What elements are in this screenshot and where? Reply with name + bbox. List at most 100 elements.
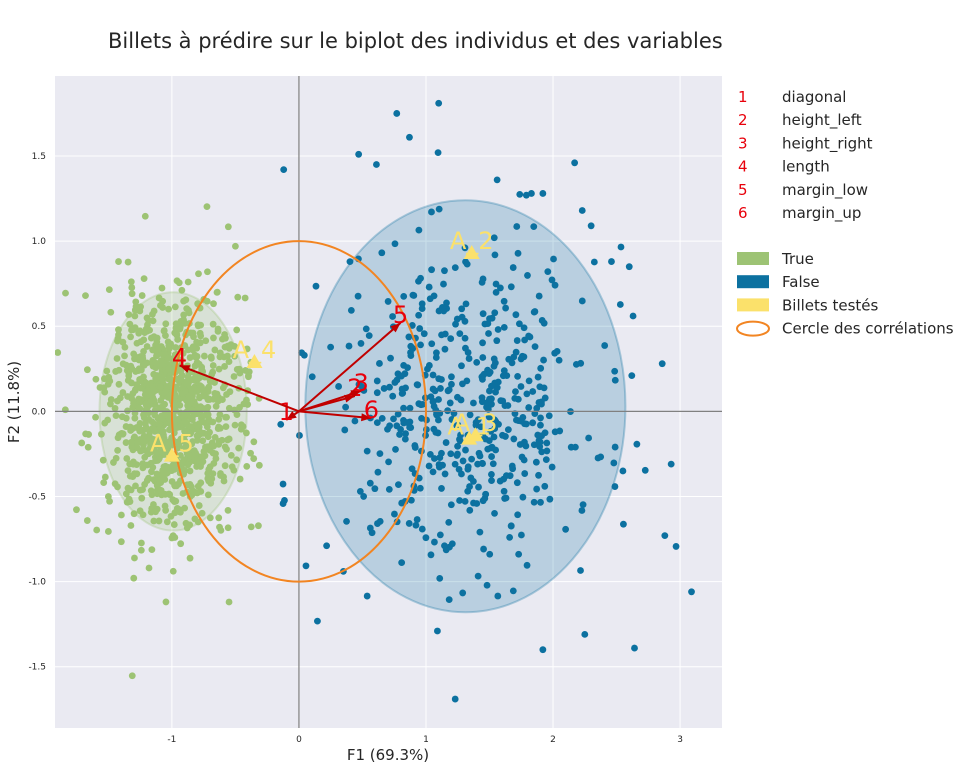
point-true: [115, 326, 122, 334]
point-false: [542, 456, 550, 464]
point-false: [405, 333, 413, 341]
point-false: [445, 596, 453, 604]
point-true: [235, 365, 243, 373]
point-false: [443, 299, 450, 307]
point-false: [298, 349, 306, 357]
point-true: [255, 522, 262, 530]
point-false: [502, 433, 509, 440]
point-false: [488, 453, 495, 460]
point-true: [198, 363, 206, 371]
point-true: [153, 334, 161, 342]
point-false: [491, 510, 498, 517]
point-true: [152, 359, 160, 367]
point-false: [341, 426, 349, 434]
point-false: [409, 291, 417, 299]
point-true: [197, 430, 205, 437]
y-tick-label: 1.0: [32, 237, 47, 247]
point-false: [529, 419, 537, 427]
point-false: [459, 457, 467, 465]
point-false: [441, 470, 449, 478]
point-false: [535, 292, 543, 300]
point-false: [402, 430, 409, 437]
point-true: [136, 486, 144, 494]
point-true: [239, 423, 247, 430]
point-true: [152, 375, 160, 383]
point-false: [538, 448, 546, 456]
point-false: [478, 278, 486, 286]
arrow-height_right: [298, 389, 362, 413]
point-true: [150, 501, 157, 508]
point-false: [451, 264, 459, 272]
point-false: [363, 447, 371, 455]
legend-circle-swatch: [736, 320, 770, 337]
point-false: [534, 373, 542, 381]
point-true: [180, 311, 188, 319]
point-true: [144, 450, 151, 457]
point-false: [517, 417, 525, 425]
legend-variable-name: height_left: [782, 111, 862, 130]
point-false: [312, 282, 320, 290]
point-true: [162, 387, 170, 395]
point-true: [216, 353, 224, 361]
point-false: [418, 305, 426, 312]
point-true: [233, 326, 241, 334]
point-true: [127, 333, 135, 341]
point-false: [405, 520, 413, 527]
point-true: [215, 441, 223, 448]
point-false: [473, 358, 481, 366]
legend-variable-name: margin_low: [782, 181, 868, 200]
point-true: [148, 418, 156, 426]
arrow-margin_low: [298, 322, 402, 413]
point-false: [457, 396, 465, 404]
point-false: [535, 471, 542, 479]
point-false: [539, 190, 547, 197]
point-false: [391, 379, 399, 386]
point-true: [157, 443, 165, 451]
point-false: [512, 311, 520, 319]
point-true: [209, 368, 217, 376]
point-false: [456, 435, 463, 443]
point-false: [474, 460, 482, 468]
point-false: [363, 592, 371, 600]
point-false: [414, 381, 422, 389]
point-false: [488, 477, 495, 485]
point-false: [435, 205, 443, 213]
point-false: [279, 500, 287, 507]
point-false: [442, 439, 450, 446]
point-true: [162, 506, 170, 514]
point-false: [440, 280, 447, 288]
point-true: [191, 488, 199, 496]
point-false: [458, 470, 465, 478]
point-false: [502, 304, 510, 312]
point-false: [514, 372, 522, 380]
point-false: [633, 440, 641, 448]
point-false: [384, 298, 392, 305]
point-false: [357, 340, 365, 347]
point-true: [139, 511, 147, 519]
point-false: [368, 529, 376, 537]
point-false: [437, 385, 444, 392]
legend-variable-number: 2: [738, 111, 748, 129]
point-true: [220, 477, 228, 485]
point-true: [101, 419, 109, 427]
legend-variable-name: length: [782, 158, 830, 176]
point-false: [426, 451, 434, 458]
point-true: [211, 346, 219, 354]
point-true: [236, 475, 244, 483]
legend-variable-name: height_right: [782, 134, 873, 153]
point-false: [482, 490, 490, 498]
point-true: [112, 412, 120, 420]
point-false: [404, 364, 411, 372]
point-true: [227, 341, 235, 349]
point-true: [175, 279, 183, 287]
point-false: [433, 411, 441, 419]
point-false: [538, 317, 546, 324]
point-true: [182, 379, 190, 387]
point-true: [247, 523, 255, 531]
point-true: [133, 444, 141, 452]
point-true: [101, 473, 109, 481]
point-false: [520, 456, 528, 464]
point-true: [179, 490, 187, 497]
point-false: [434, 149, 442, 157]
point-false: [413, 516, 421, 523]
